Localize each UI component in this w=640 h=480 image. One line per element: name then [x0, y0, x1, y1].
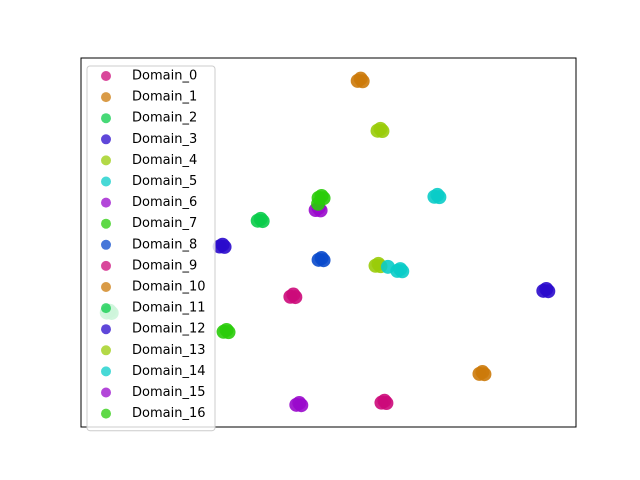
- point: [221, 325, 236, 340]
- legend-marker: [101, 303, 111, 314]
- legend-label: Domain_10: [132, 280, 206, 295]
- legend-marker: [101, 71, 111, 81]
- legend-label: Domain_12: [132, 322, 206, 337]
- point: [477, 367, 492, 382]
- point: [255, 214, 270, 229]
- legend-label: Domain_4: [132, 153, 197, 168]
- legend-label: Domain_9: [132, 258, 197, 273]
- point: [355, 74, 370, 89]
- legend-label: Domain_2: [132, 111, 197, 126]
- point: [541, 284, 556, 299]
- legend-marker: [101, 239, 111, 250]
- point: [395, 264, 410, 279]
- legend-marker: [101, 155, 111, 166]
- legend-label: Domain_15: [132, 385, 206, 400]
- legend-marker: [101, 324, 111, 335]
- legend-label: Domain_5: [132, 174, 197, 189]
- point: [294, 398, 309, 413]
- legend-label: Domain_1: [132, 90, 197, 105]
- legend-marker: [101, 345, 111, 356]
- plot-area: [99, 71, 556, 413]
- legend-marker: [101, 408, 111, 419]
- point: [379, 396, 394, 411]
- legend-label: Domain_13: [132, 343, 206, 358]
- legend-marker: [101, 218, 111, 229]
- point: [311, 196, 326, 211]
- legend-marker: [101, 176, 111, 187]
- legend-label: Domain_0: [132, 69, 197, 84]
- legend-marker: [101, 366, 111, 377]
- legend-label: Domain_11: [132, 301, 206, 316]
- legend-label: Domain_7: [132, 216, 197, 231]
- point: [432, 190, 447, 205]
- point: [316, 253, 331, 268]
- point: [217, 239, 232, 254]
- legend: Domain_0 Domain_1 Domain_2 Domain_3 Domain_4…: [86, 65, 216, 432]
- point: [375, 124, 390, 139]
- legend-label: Domain_3: [132, 132, 197, 147]
- legend-box: [86, 65, 216, 432]
- legend-label: Domain_16: [132, 406, 206, 421]
- legend-marker: [101, 92, 111, 103]
- legend-label: Domain_8: [132, 237, 197, 252]
- legend-marker: [101, 134, 111, 145]
- legend-label: Domain_14: [132, 364, 206, 379]
- axes-frame: [80, 57, 577, 428]
- legend-marker: [101, 197, 111, 208]
- legend-marker: [101, 113, 111, 124]
- point: [288, 290, 303, 305]
- legend-marker: [101, 387, 111, 398]
- legend-label: Domain_6: [132, 195, 197, 210]
- legend-marker: [101, 260, 111, 271]
- legend-marker: [101, 282, 111, 292]
